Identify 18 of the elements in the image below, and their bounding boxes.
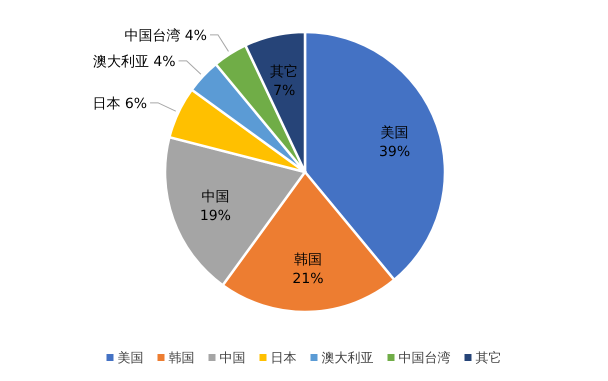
category-label: 日本 6% xyxy=(92,96,148,112)
legend-label: 韩国 xyxy=(168,351,194,366)
slice-label: 中国 xyxy=(201,189,230,206)
legend-label: 其它 xyxy=(476,350,502,366)
legend-label: 中国 xyxy=(220,351,246,366)
slice-label: 美国 xyxy=(380,124,409,141)
data-label: 19% xyxy=(200,208,231,224)
legend-label: 澳大利亚 xyxy=(322,351,374,366)
slice-label: 韩国 xyxy=(294,252,322,268)
data-label: 7% xyxy=(273,83,296,100)
data-label: 21% xyxy=(292,271,324,288)
slice-label: 其它 xyxy=(270,64,298,80)
legend-label: 中国台湾 xyxy=(398,350,450,366)
category-label: 澳大利亚 4% xyxy=(92,54,176,70)
legend-label: 美国 xyxy=(118,350,144,366)
category-label: 中国台湾 4% xyxy=(124,28,207,44)
data-label: 39% xyxy=(379,144,410,160)
legend-label: 日本 xyxy=(270,351,296,366)
